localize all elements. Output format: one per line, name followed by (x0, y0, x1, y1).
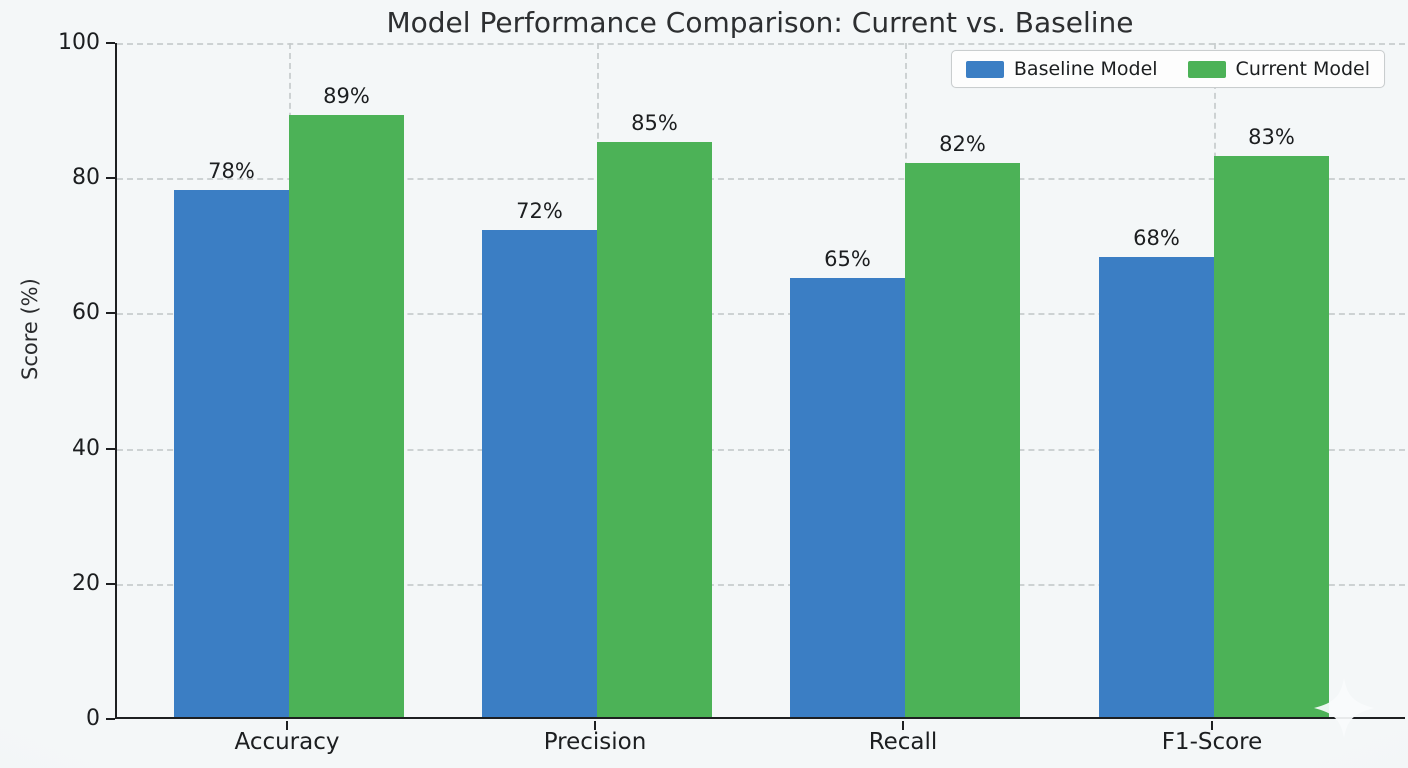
gridline-y-60 (117, 313, 1405, 316)
bar-value-label-baseline-model-precision: 72% (516, 199, 563, 224)
ytick-label-60: 60 (72, 300, 100, 326)
legend-entry-baseline-model: Baseline Model (965, 58, 1158, 80)
bar-baseline-model-accuracy (174, 189, 289, 717)
plot-area: 78% 72% 65% 68% 89% 85% 82% 83% (115, 43, 1405, 719)
bar-value-label-current-model-recall: 82% (939, 131, 986, 156)
bar-current-model-f1-score (1214, 155, 1329, 717)
y-axis-label: Score (%) (18, 278, 42, 380)
ytick-mark-100 (106, 42, 115, 44)
ytick-mark-20 (106, 582, 115, 585)
ytick-label-20: 20 (72, 570, 100, 596)
bar-current-model-accuracy (289, 115, 404, 717)
xtick-mark-precision (594, 721, 596, 730)
ytick-label-80: 80 (72, 165, 100, 191)
gridline-y-100 (117, 43, 1405, 45)
bar-current-model-precision (597, 142, 712, 717)
bar-current-model-recall (905, 162, 1020, 717)
xtick-mark-recall (902, 721, 904, 730)
gridline-y-80 (117, 178, 1405, 181)
bar-value-label-current-model-accuracy: 89% (323, 84, 370, 109)
xtick-mark-accuracy (286, 721, 288, 730)
bar-value-label-baseline-model-accuracy: 78% (208, 158, 255, 183)
bar-baseline-model-recall (790, 277, 905, 717)
legend-swatch-baseline-model (965, 60, 1004, 78)
legend: Baseline Model Current Model (950, 50, 1385, 88)
xtick-label-recall: Recall (868, 729, 938, 755)
ytick-mark-60 (106, 312, 115, 315)
legend-entry-current-model: Current Model (1187, 58, 1370, 80)
bar-value-label-current-model-f1-score: 83% (1248, 124, 1295, 149)
legend-label-current-model: Current Model (1235, 58, 1370, 80)
bar-value-label-baseline-model-recall: 65% (824, 246, 871, 271)
xtick-mark-f1-score (1211, 721, 1213, 730)
bar-value-label-baseline-model-f1-score: 68% (1133, 226, 1180, 251)
gridline-y-20 (117, 583, 1405, 586)
ytick-label-40: 40 (72, 435, 100, 461)
bar-value-label-current-model-precision: 85% (631, 111, 678, 136)
bar-baseline-model-f1-score (1099, 257, 1214, 717)
ytick-label-100: 100 (58, 30, 100, 55)
ytick-mark-40 (106, 447, 115, 450)
ytick-mark-0 (106, 718, 115, 720)
xtick-label-f1-score: F1-Score (1161, 729, 1263, 755)
chart-title: Model Performance Comparison: Current vs… (386, 6, 1134, 39)
xtick-label-accuracy: Accuracy (234, 729, 340, 755)
ytick-label-0: 0 (86, 706, 100, 731)
gridline-y-40 (117, 448, 1405, 451)
legend-label-baseline-model: Baseline Model (1013, 58, 1158, 80)
ytick-mark-80 (106, 177, 115, 180)
xtick-label-precision: Precision (543, 729, 647, 755)
legend-swatch-current-model (1187, 60, 1226, 78)
bar-baseline-model-precision (482, 230, 597, 717)
